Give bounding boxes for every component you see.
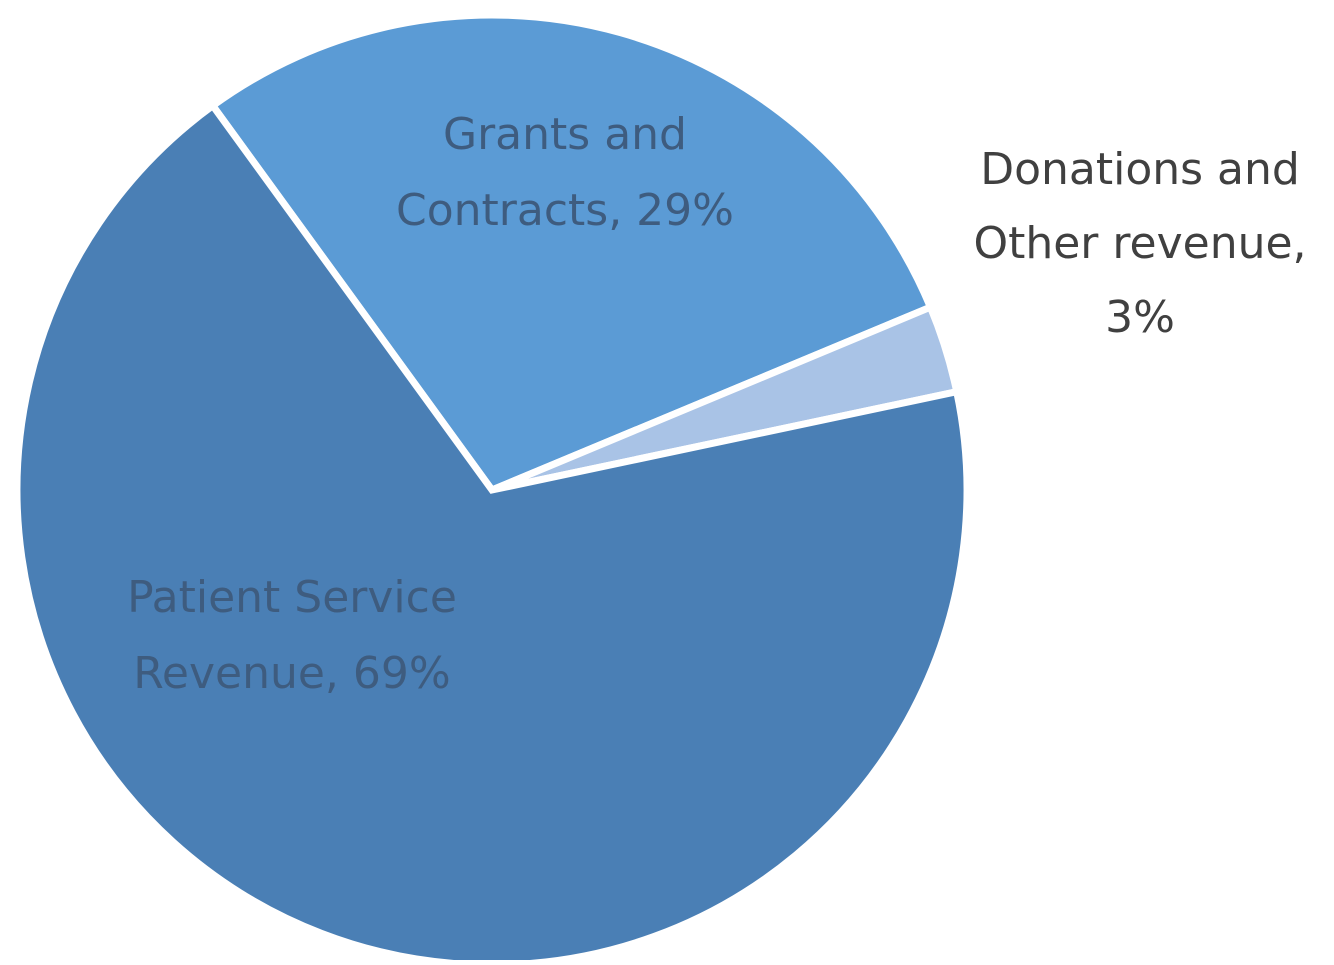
data-label-line: Other revenue,	[973, 218, 1306, 269]
data-label-line: 3%	[1105, 292, 1175, 343]
data-label-line: Donations and	[980, 144, 1300, 195]
data-label-grants-and-contracts: Grants and Contracts, 29%	[396, 109, 734, 236]
pie-slice-grants-and-contracts	[207, 11, 936, 495]
data-label-donations-and-other-revenue: Donations and Other revenue, 3%	[973, 144, 1306, 343]
data-label-line: Patient Service	[127, 572, 457, 623]
data-label-line: Revenue, 69%	[133, 648, 450, 699]
pie-slices	[13, 11, 971, 965]
data-label-line: Grants and	[443, 109, 687, 160]
data-label-line: Contracts, 29%	[396, 185, 734, 236]
pie-slice-patient-service-revenue	[13, 100, 971, 965]
pie-labels: Patient Service Revenue, 69% Grants and Con…	[127, 109, 1306, 699]
data-label-patient-service-revenue: Patient Service Revenue, 69%	[127, 572, 457, 699]
